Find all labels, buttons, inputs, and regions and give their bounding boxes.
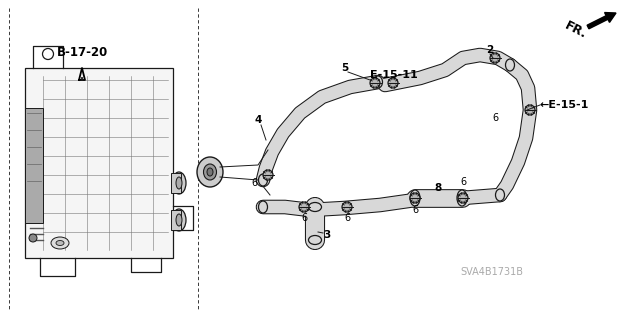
Circle shape (458, 193, 468, 203)
FancyArrow shape (587, 12, 616, 29)
Text: B-17-20: B-17-20 (56, 46, 108, 58)
Ellipse shape (172, 209, 186, 231)
Text: 6: 6 (460, 177, 466, 187)
Bar (25, 108, 43, 223)
Bar (25, 68, 173, 258)
Text: 3: 3 (323, 230, 331, 240)
Ellipse shape (410, 190, 420, 206)
Circle shape (342, 202, 352, 212)
Circle shape (410, 193, 420, 203)
Ellipse shape (259, 201, 268, 213)
Text: 5: 5 (341, 63, 349, 73)
Ellipse shape (176, 177, 182, 189)
Text: 4: 4 (254, 115, 262, 125)
Ellipse shape (308, 203, 321, 211)
Circle shape (299, 202, 309, 212)
Ellipse shape (506, 59, 515, 71)
Text: E-15-11: E-15-11 (370, 70, 418, 80)
Bar (171, 210, 181, 230)
Circle shape (29, 234, 37, 242)
Ellipse shape (495, 189, 504, 201)
Ellipse shape (176, 214, 182, 226)
Text: 6: 6 (301, 213, 307, 223)
Ellipse shape (457, 190, 467, 206)
Ellipse shape (308, 235, 321, 244)
Ellipse shape (207, 168, 213, 176)
Text: 6: 6 (344, 213, 350, 223)
Text: SVA4B1731B: SVA4B1731B (461, 267, 524, 277)
Ellipse shape (197, 157, 223, 187)
Text: 6: 6 (412, 205, 418, 215)
Text: ←E-15-1: ←E-15-1 (540, 100, 589, 110)
Text: 6: 6 (492, 113, 498, 123)
Text: 2: 2 (486, 45, 493, 55)
Circle shape (263, 170, 273, 180)
Circle shape (388, 78, 398, 88)
Text: FR.: FR. (563, 19, 589, 41)
Circle shape (525, 105, 535, 115)
Circle shape (370, 78, 380, 88)
Bar (171, 173, 181, 193)
Ellipse shape (56, 241, 64, 246)
Ellipse shape (259, 174, 268, 186)
Text: 8: 8 (435, 183, 442, 193)
Text: 6: 6 (251, 178, 257, 188)
Ellipse shape (172, 172, 186, 194)
Ellipse shape (374, 76, 383, 88)
Ellipse shape (204, 164, 216, 180)
Circle shape (490, 53, 500, 63)
Circle shape (42, 48, 54, 60)
Ellipse shape (51, 237, 69, 249)
